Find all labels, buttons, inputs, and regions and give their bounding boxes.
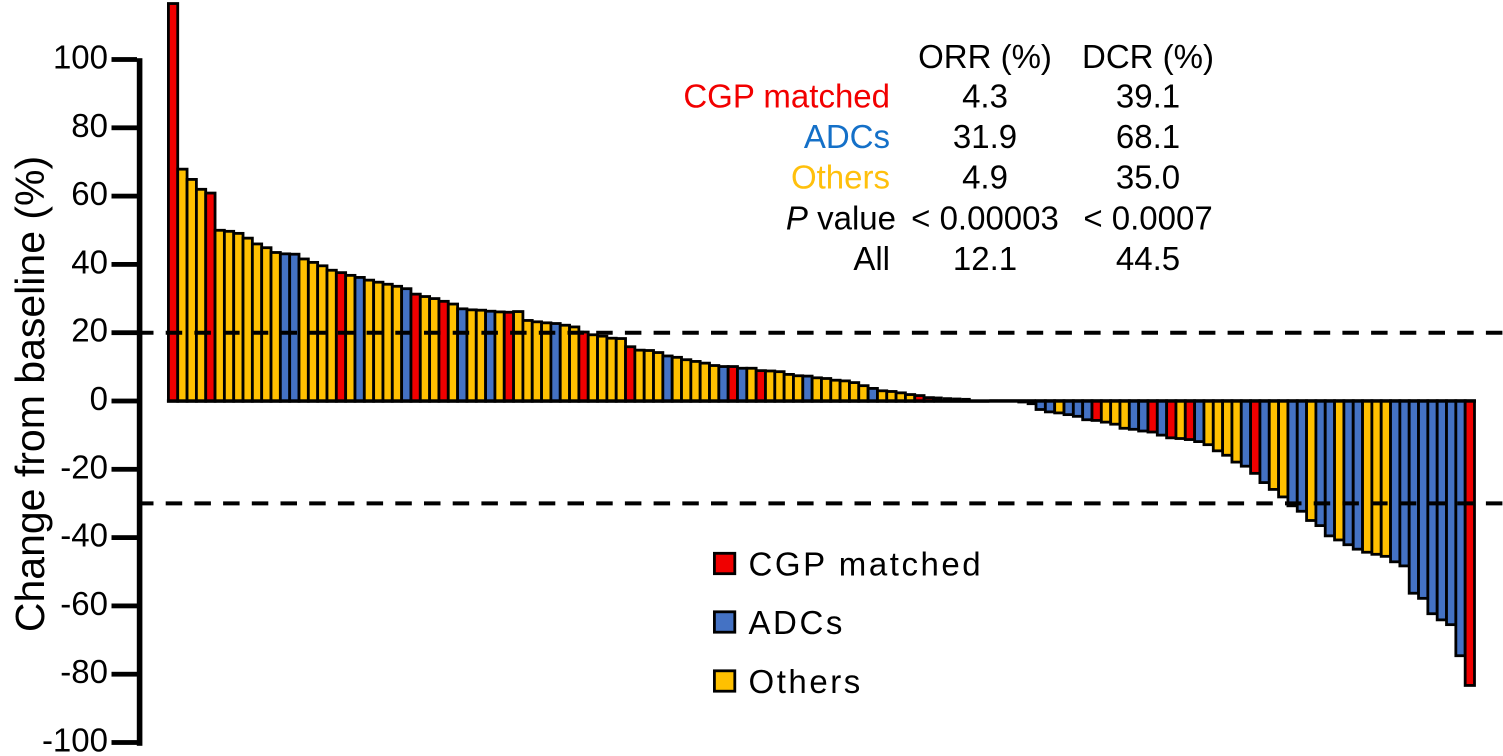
svg-text:68.1: 68.1	[1116, 118, 1180, 155]
svg-text:Others: Others	[791, 159, 890, 196]
svg-text:-60: -60	[60, 585, 108, 622]
svg-text:35.0: 35.0	[1116, 159, 1180, 196]
svg-text:Change from baseline (%): Change from baseline (%)	[7, 156, 53, 632]
svg-text:12.1: 12.1	[953, 240, 1017, 277]
svg-text:20: 20	[71, 312, 108, 349]
svg-text:CGP matched: CGP matched	[683, 78, 890, 115]
svg-text:ADCs: ADCs	[749, 604, 845, 641]
svg-text:39.1: 39.1	[1116, 78, 1180, 115]
svg-text:-80: -80	[60, 653, 108, 690]
svg-text:4.9: 4.9	[962, 159, 1008, 196]
svg-text:DCR (%): DCR (%)	[1082, 38, 1214, 75]
svg-text:4.3: 4.3	[962, 78, 1008, 115]
svg-text:100: 100	[53, 39, 108, 76]
svg-text:-40: -40	[60, 517, 108, 554]
svg-text:0: 0	[90, 380, 108, 417]
svg-text:All: All	[853, 240, 890, 277]
svg-text:31.9: 31.9	[953, 118, 1017, 155]
svg-text:CGP matched: CGP matched	[749, 546, 984, 583]
svg-text:-100: -100	[42, 722, 108, 756]
svg-text:44.5: 44.5	[1116, 240, 1180, 277]
svg-text:60: 60	[71, 175, 108, 212]
svg-text:< 0.00003: < 0.00003	[911, 199, 1059, 236]
svg-text:40: 40	[71, 243, 108, 280]
svg-text:Others: Others	[749, 663, 863, 700]
svg-text:ADCs: ADCs	[804, 118, 890, 155]
svg-text:< 0.0007: < 0.0007	[1083, 199, 1212, 236]
svg-text:-20: -20	[60, 448, 108, 485]
svg-text:P value: P value	[786, 199, 896, 236]
svg-text:80: 80	[71, 107, 108, 144]
svg-text:ORR (%): ORR (%)	[918, 38, 1052, 75]
